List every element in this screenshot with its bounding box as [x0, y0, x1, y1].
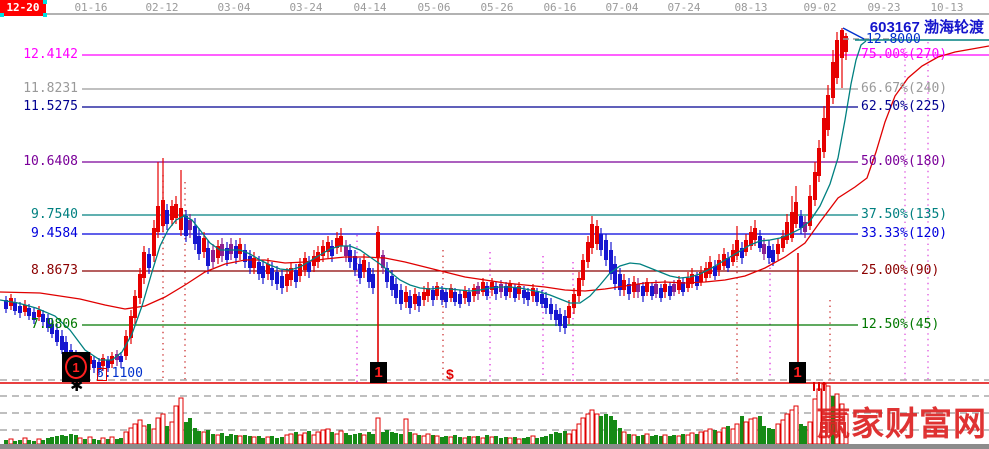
price-level-label: 7.9806 [31, 317, 78, 332]
stock-title: 603167 渤海轮渡 [869, 19, 984, 36]
horizontal-scrollbar[interactable] [0, 444, 989, 449]
current-date-badge[interactable]: 12-20 [0, 0, 46, 16]
price-level-label: 8.8673 [31, 263, 78, 278]
date-axis-label: 03-04 [217, 1, 251, 14]
percent-level-label: 66.67%(240) [861, 81, 948, 96]
percent-level-label: 62.50%(225) [861, 99, 948, 114]
date-axis-label: 02-12 [145, 1, 179, 14]
price-level-label: 12.4142 [23, 47, 78, 62]
price-level-label: 9.7540 [31, 207, 78, 222]
candlesticks [4, 28, 848, 376]
dollar-marker-icon: $ [446, 366, 454, 382]
percent-level-label: 75.00%(270) [861, 47, 948, 62]
low-point-square-marker [97, 368, 107, 381]
percent-level-label: 33.33%(120) [861, 226, 948, 241]
badge-handle-icon [0, 13, 4, 17]
date-axis-label: 09-02 [803, 1, 837, 14]
percent-level-label: 25.00%(90) [861, 263, 940, 278]
price-level-label: 11.5275 [23, 99, 78, 114]
percent-level-label: 50.00%(180) [861, 154, 948, 169]
date-axis-label: 09-23 [867, 1, 901, 14]
high-price-annotation [842, 27, 989, 41]
fast-ma-line [0, 40, 867, 361]
percent-level-label: 37.50%(135) [861, 207, 948, 222]
watermark-text: 赢家财富网 [817, 404, 987, 443]
low-price-label: 8.1100 [96, 366, 143, 381]
baseline-grid-lines [0, 13, 989, 431]
date-axis-label: 10-13 [930, 1, 964, 14]
red-tick-marks [813, 382, 825, 391]
date-axis-label: 07-04 [605, 1, 639, 14]
price-level-label: 9.4584 [31, 226, 78, 241]
date-axis-label: 08-13 [734, 1, 768, 14]
signal-marker-circled-one[interactable]: 1 [62, 352, 90, 382]
asterisk-marker-icon: ✱ [70, 378, 84, 395]
moving-average-lines [0, 40, 989, 361]
slow-ma-line [0, 45, 989, 310]
volume-bars [4, 383, 849, 445]
date-axis-label: 03-24 [289, 1, 323, 14]
signal-marker-one-left[interactable]: 1 [370, 362, 387, 383]
percent-level-label: 12.50%(45) [861, 317, 940, 332]
date-axis-label: 01-16 [74, 1, 108, 14]
date-axis-label: 04-14 [353, 1, 387, 14]
signal-marker-one-right[interactable]: 1 [789, 362, 806, 383]
retracement-level-lines [82, 54, 989, 326]
price-level-label: 10.6408 [23, 154, 78, 169]
date-axis-label: 05-26 [480, 1, 514, 14]
circled-one-icon: 1 [65, 355, 87, 379]
date-axis-label: 07-24 [667, 1, 701, 14]
price-level-label: 11.8231 [23, 81, 78, 96]
date-axis-label: 06-16 [543, 1, 577, 14]
date-axis-label: 05-06 [417, 1, 451, 14]
badge-handle-icon [43, 13, 47, 17]
high-price-label: 12.8000 [866, 32, 921, 47]
badge-handle-icon [43, 0, 47, 4]
time-cycle-dotted-lines [162, 42, 929, 382]
